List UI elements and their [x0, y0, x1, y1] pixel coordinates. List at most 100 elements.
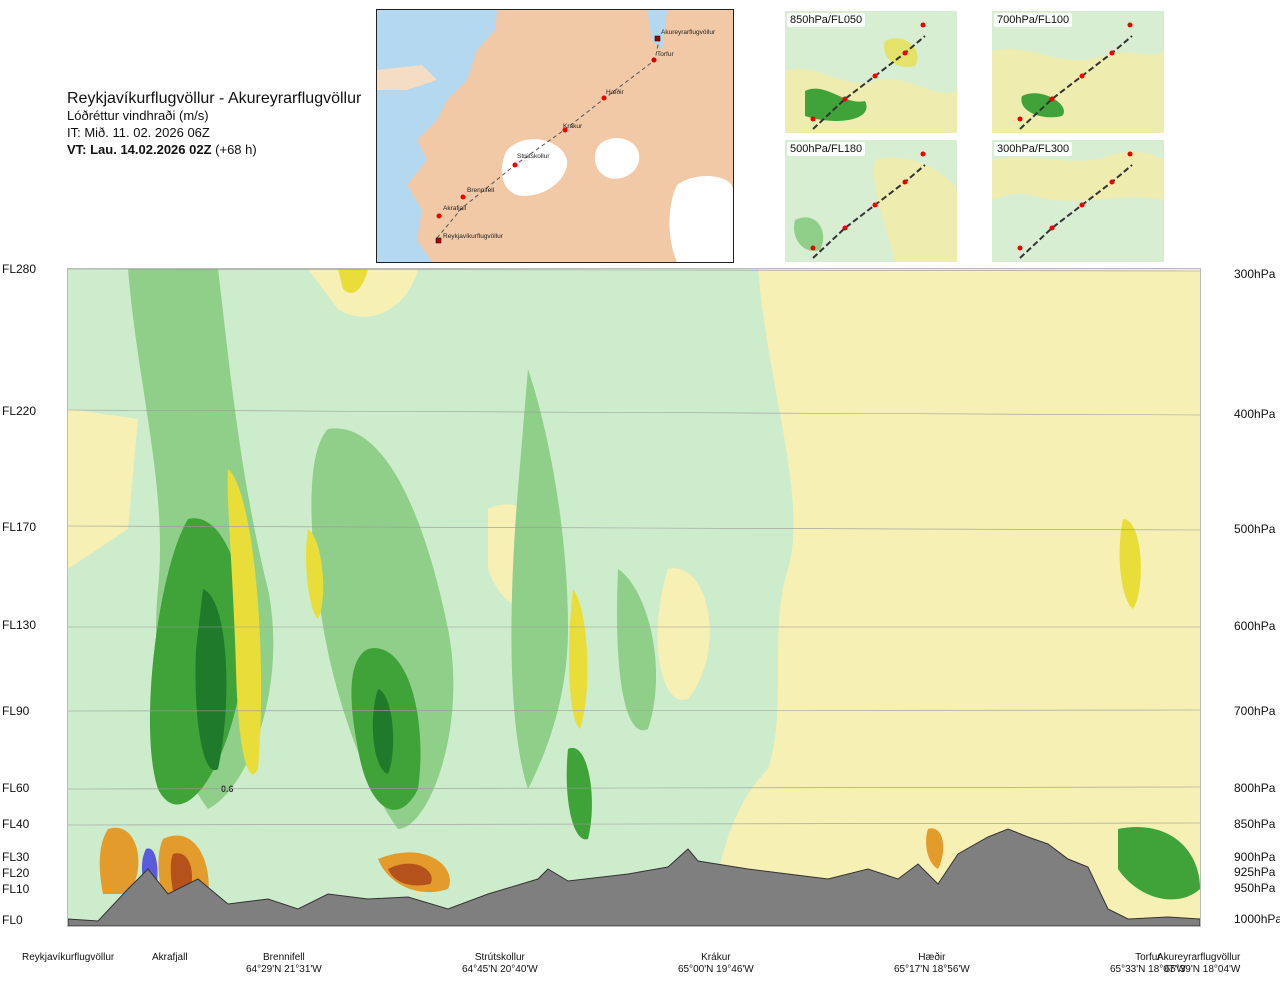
green-core-akureyri — [1118, 827, 1200, 900]
location-name: Akureyrarflugvöllur — [1157, 952, 1241, 963]
pale-yellow-region-east — [708, 269, 1200, 926]
mid-green-band-strutskollur — [511, 369, 568, 789]
mini-map-500-svg — [785, 140, 957, 262]
mini-map-850: 850hPa/FL050 — [785, 11, 957, 133]
map-label-akrafjall: Akrafjall — [443, 205, 467, 212]
mini-map-500-label: 500hPa/FL180 — [787, 142, 866, 156]
orange-region-haedir — [926, 828, 944, 869]
hpa-label-925: 925hPa — [1234, 865, 1276, 879]
location-coord: 65°39'N 18°04'W — [1164, 964, 1241, 975]
mini-map-300-svg — [992, 140, 1164, 262]
parameter-label: Lóðréttur vindhraði (m/s) — [67, 108, 209, 123]
yellow-band-a — [306, 529, 324, 619]
brown-core-brennifell — [388, 863, 432, 886]
location-coord: 64°29'N 21°31'W — [246, 964, 322, 975]
map-label-haedir: Hæðir — [606, 88, 625, 96]
location-coord: 64°45'N 20°40'W — [462, 964, 538, 975]
map-label-reykjavik: Reykjavíkurflugvöllur — [443, 233, 504, 240]
fl-label-280: FL280 — [2, 262, 37, 276]
location-name: Krákur — [701, 952, 731, 963]
location-torfur: Torfur 65°33'N 18°07'W — [1110, 952, 1186, 976]
mini-map-500: 500hPa/FL180 — [785, 140, 957, 262]
location-name: Hæðir — [918, 952, 946, 963]
waypoint-marker-haedir — [601, 95, 607, 101]
waypoint-marker-strutskollur — [512, 162, 518, 168]
terrain-profile — [68, 828, 1200, 926]
peninsula — [377, 65, 437, 90]
location-brennifell: Brennifell 64°29'N 21°31'W — [246, 952, 322, 976]
mini-map-300-label: 300hPa/FL300 — [994, 142, 1073, 156]
waypoint-marker-akrafjall — [436, 213, 442, 219]
fl-label-10: FL10 — [2, 882, 30, 896]
fl-label-170: FL170 — [2, 520, 37, 534]
hpa-label-850: 850hPa — [1234, 817, 1276, 831]
fl-label-40: FL40 — [2, 817, 30, 831]
route-map-svg: Akureyrarflugvöllur Torfur Hæðir Krákur … — [377, 10, 733, 262]
issue-time: IT: Mið. 11. 02. 2026 06Z — [67, 125, 210, 140]
hpa-label-800: 800hPa — [1234, 781, 1276, 795]
yellow-band-west — [227, 469, 262, 775]
map-label-akureyri: Akureyrarflugvöllur — [661, 29, 716, 36]
cross-section-plot: 0.6 — [67, 268, 1201, 927]
waypoint-marker-torfur — [651, 57, 657, 63]
valid-time: VT: Lau. 14.02.2026 02Z (+68 h) — [67, 141, 387, 158]
hpa-label-900: 900hPa — [1234, 850, 1276, 864]
location-name: Strútskollur — [474, 952, 525, 963]
fl-label-60: FL60 — [2, 781, 30, 795]
orange-region-reykjavik — [99, 827, 139, 894]
fl-label-130: FL130 — [2, 618, 37, 632]
pale-yellow-region-center — [657, 568, 710, 700]
fjord-north — [647, 10, 667, 50]
fl-label-220: FL220 — [2, 404, 37, 418]
fl-label-30: FL30 — [2, 850, 30, 864]
glacier-langjokull — [501, 139, 568, 196]
pale-yellow-region-top — [308, 269, 418, 317]
location-coord: 65°00'N 19°46'W — [678, 964, 754, 975]
map-label-brennifell: Brennifell — [467, 187, 495, 194]
location-name: Torfur — [1135, 952, 1161, 963]
map-label-strutskollur: Strútskollur — [517, 153, 550, 160]
mini-map-300: 300hPa/FL300 — [992, 140, 1164, 262]
fl-label-20: FL20 — [2, 866, 30, 880]
location-name: Reykjavíkurflugvöllur — [22, 952, 115, 963]
fl-label-90: FL90 — [2, 704, 30, 718]
hpa-label-500: 500hPa — [1234, 522, 1276, 536]
mini-map-850-label: 850hPa/FL050 — [787, 13, 866, 27]
route-title: Reykjavíkurflugvöllur - Akureyrarflugvöl… — [67, 90, 362, 107]
hpa-label-600: 600hPa — [1234, 619, 1276, 633]
flight-level-lines — [68, 269, 1200, 826]
hpa-label-1000: 1000hPa — [1234, 912, 1280, 926]
location-reykjavik: Reykjavíkurflugvöllur — [22, 952, 114, 964]
mini-map-850-svg — [785, 11, 957, 133]
location-akrafjall: Akrafjall — [152, 952, 188, 964]
route-map: Akureyrarflugvöllur Torfur Hæðir Krákur … — [376, 9, 734, 263]
location-coord: 65°17'N 18°56'W — [894, 964, 970, 975]
glacier-vatnajokull — [669, 175, 733, 262]
brown-core-akrafjall — [170, 853, 193, 891]
dark-green-core-central — [372, 689, 394, 774]
hpa-label-400: 400hPa — [1234, 407, 1276, 421]
waypoint-marker-krakur — [562, 127, 568, 133]
waypoint-marker-brennifell — [460, 194, 466, 200]
mid-green-band-east — [617, 569, 657, 731]
location-krakur: Krákur 65°00'N 19°46'W — [678, 952, 754, 976]
location-name: Akrafjall — [152, 952, 188, 963]
yellow-band-east — [1119, 519, 1141, 609]
mini-map-700-label: 700hPa/FL100 — [994, 13, 1073, 27]
map-label-krakur: Krákur — [563, 123, 583, 130]
map-label-torfur: Torfur — [657, 51, 674, 58]
mini-map-700: 700hPa/FL100 — [992, 11, 1164, 133]
hpa-label-300: 300hPa — [1234, 267, 1276, 281]
mini-map-700-svg — [992, 11, 1164, 133]
pale-yellow-region-west — [68, 409, 138, 569]
dark-green-core-west — [195, 589, 227, 771]
valid-time-main: VT: Lau. 14.02.2026 02Z — [67, 142, 212, 157]
airport-marker-reykjavik — [435, 237, 442, 244]
location-haedir: Hæðir 65°17'N 18°56'W — [894, 952, 970, 976]
fl-label-0: FL0 — [2, 913, 23, 927]
location-akureyri: Akureyrarflugvöllur 65°39'N 18°04'W — [1157, 952, 1240, 976]
yellow-band-b — [568, 589, 588, 729]
hpa-label-700: 700hPa — [1234, 704, 1276, 718]
title-block: Reykjavíkurflugvöllur - Akureyrarflugvöl… — [67, 90, 387, 158]
location-strutskollur: Strútskollur 64°45'N 20°40'W — [462, 952, 538, 976]
